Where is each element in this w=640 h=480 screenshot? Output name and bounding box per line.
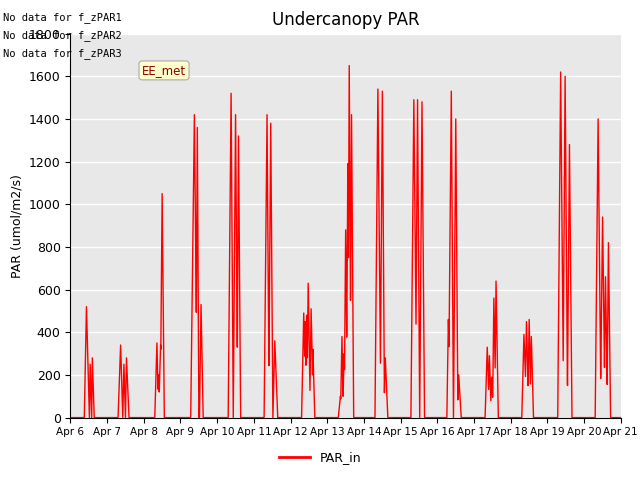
Text: No data for f_zPAR1: No data for f_zPAR1 (3, 12, 122, 23)
Title: Undercanopy PAR: Undercanopy PAR (272, 11, 419, 29)
Text: No data for f_zPAR3: No data for f_zPAR3 (3, 48, 122, 60)
Legend: PAR_in: PAR_in (273, 446, 367, 469)
Y-axis label: PAR (umol/m2/s): PAR (umol/m2/s) (10, 174, 23, 277)
Text: EE_met: EE_met (142, 64, 186, 77)
Text: No data for f_zPAR2: No data for f_zPAR2 (3, 30, 122, 41)
